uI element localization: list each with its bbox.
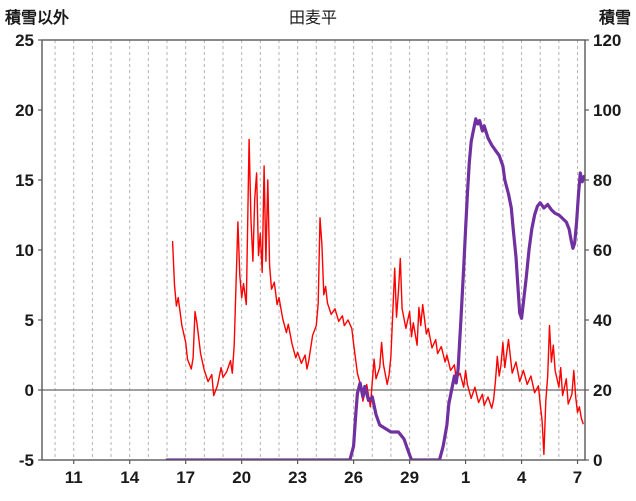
axis-ticks <box>38 39 589 464</box>
vertical-gridlines <box>54 40 579 460</box>
tick-label: 10 <box>15 241 34 260</box>
tick-label: 7 <box>573 468 582 487</box>
tick-label: 29 <box>400 468 419 487</box>
tick-label: 40 <box>593 311 612 330</box>
left-axis-title: 積雪以外 <box>4 8 69 27</box>
tick-label: 20 <box>15 101 34 120</box>
tick-label: 15 <box>15 171 34 190</box>
tick-label: 5 <box>25 311 34 330</box>
series-line-right <box>165 117 585 460</box>
series-line-left <box>171 138 584 456</box>
tick-label: 20 <box>593 381 612 400</box>
tick-label: -5 <box>19 451 34 470</box>
tick-label: 100 <box>593 101 621 120</box>
tick-label: 11 <box>65 468 83 487</box>
tick-label: 80 <box>593 171 612 190</box>
tick-label: 1 <box>461 468 470 487</box>
tick-label: 120 <box>593 31 621 50</box>
tick-label: 60 <box>593 241 612 260</box>
tick-label: 0 <box>25 381 34 400</box>
tick-label: 17 <box>176 468 195 487</box>
tick-label: 23 <box>288 468 307 487</box>
tick-label: 14 <box>120 468 139 487</box>
tick-label: 25 <box>15 31 34 50</box>
plot-frame <box>41 39 586 461</box>
right-axis-title: 積雪 <box>598 8 631 27</box>
series-lines <box>165 117 585 460</box>
tick-label: 20 <box>232 468 251 487</box>
chart-title: 田麦平 <box>289 9 337 27</box>
tick-label: 0 <box>593 451 602 470</box>
tick-label: 4 <box>517 468 527 487</box>
tick-label: 26 <box>344 468 363 487</box>
